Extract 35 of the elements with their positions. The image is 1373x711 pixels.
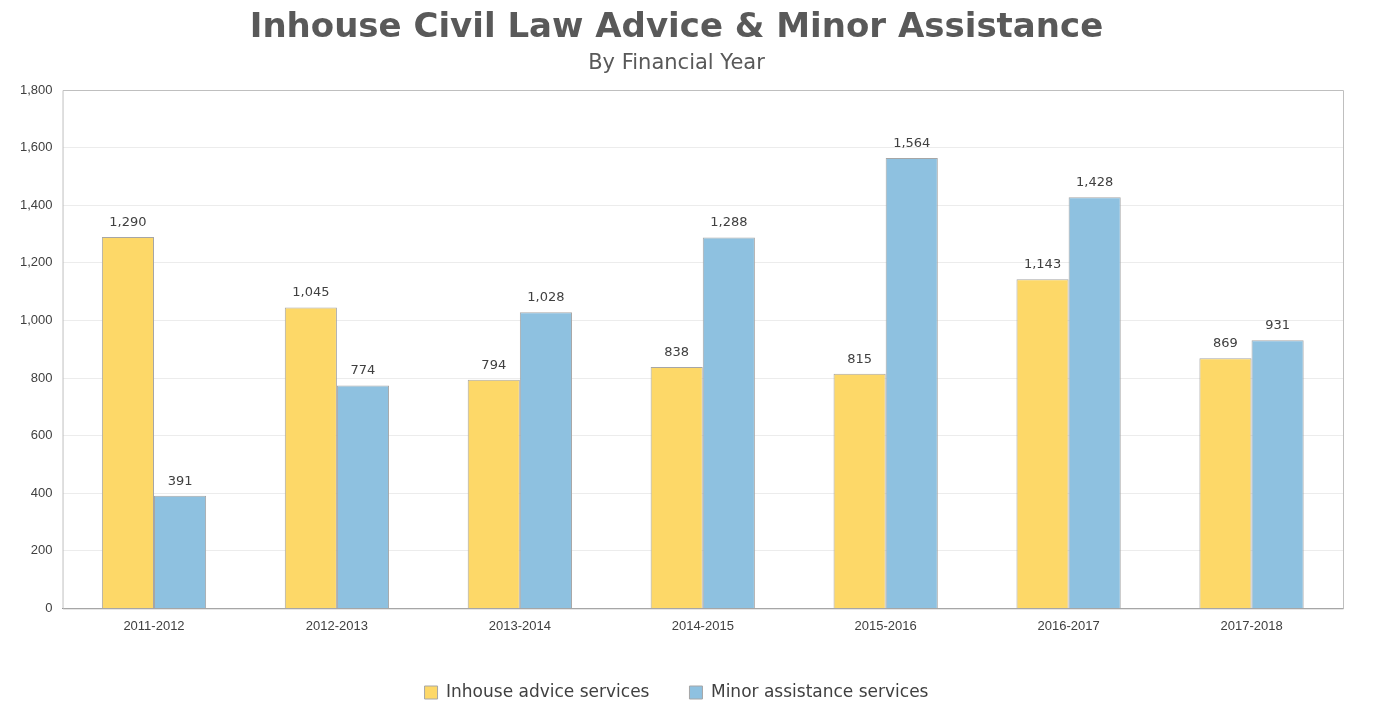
data-label: 1,288: [710, 214, 748, 230]
y-tick-label: 1,400: [19, 196, 53, 212]
y-tick-label: 400: [30, 484, 53, 500]
data-label: 931: [1265, 317, 1291, 333]
legend-label: Minor assistance services: [710, 680, 929, 701]
data-label: 391: [167, 472, 193, 488]
data-label: 774: [350, 362, 376, 378]
data-label: 1,143: [1023, 256, 1062, 272]
x-tick-label: 2015-2016: [854, 617, 917, 633]
x-tick-label: 2016-2017: [1037, 617, 1100, 633]
legend-label: Inhouse advice services: [446, 680, 650, 701]
y-tick-label: 0: [45, 599, 53, 615]
y-tick-label: 1,600: [19, 139, 53, 155]
y-tick-label: 1,800: [19, 81, 53, 97]
y-tick-label: 200: [30, 542, 53, 558]
data-label: 869: [1213, 335, 1238, 350]
y-tick-label: 1,000: [19, 311, 53, 327]
data-label: 1,564: [893, 134, 931, 150]
x-tick-label: 2012-2013: [305, 617, 368, 633]
chart-subtitle: By Financial Year: [588, 49, 766, 74]
data-label: 1,028: [527, 289, 565, 305]
data-label: 838: [664, 343, 690, 359]
x-tick-label: 2017-2018: [1220, 617, 1283, 633]
chart-title: Inhouse Civil Law Advice & Minor Assistance: [249, 5, 1104, 46]
y-tick-label: 800: [30, 369, 53, 385]
data-label: 1,290: [109, 213, 147, 229]
y-tick-label: 1,200: [19, 254, 53, 270]
y-tick-label: 600: [30, 427, 53, 443]
data-label: 1,428: [1076, 174, 1114, 190]
data-label: 1,045: [292, 284, 330, 300]
x-tick-label: 2014-2015: [671, 617, 734, 633]
data-label: 794: [481, 356, 507, 372]
x-tick-label: 2013-2014: [488, 617, 551, 633]
x-tick-label: 2011-2012: [123, 617, 185, 633]
data-label: 815: [847, 350, 873, 366]
